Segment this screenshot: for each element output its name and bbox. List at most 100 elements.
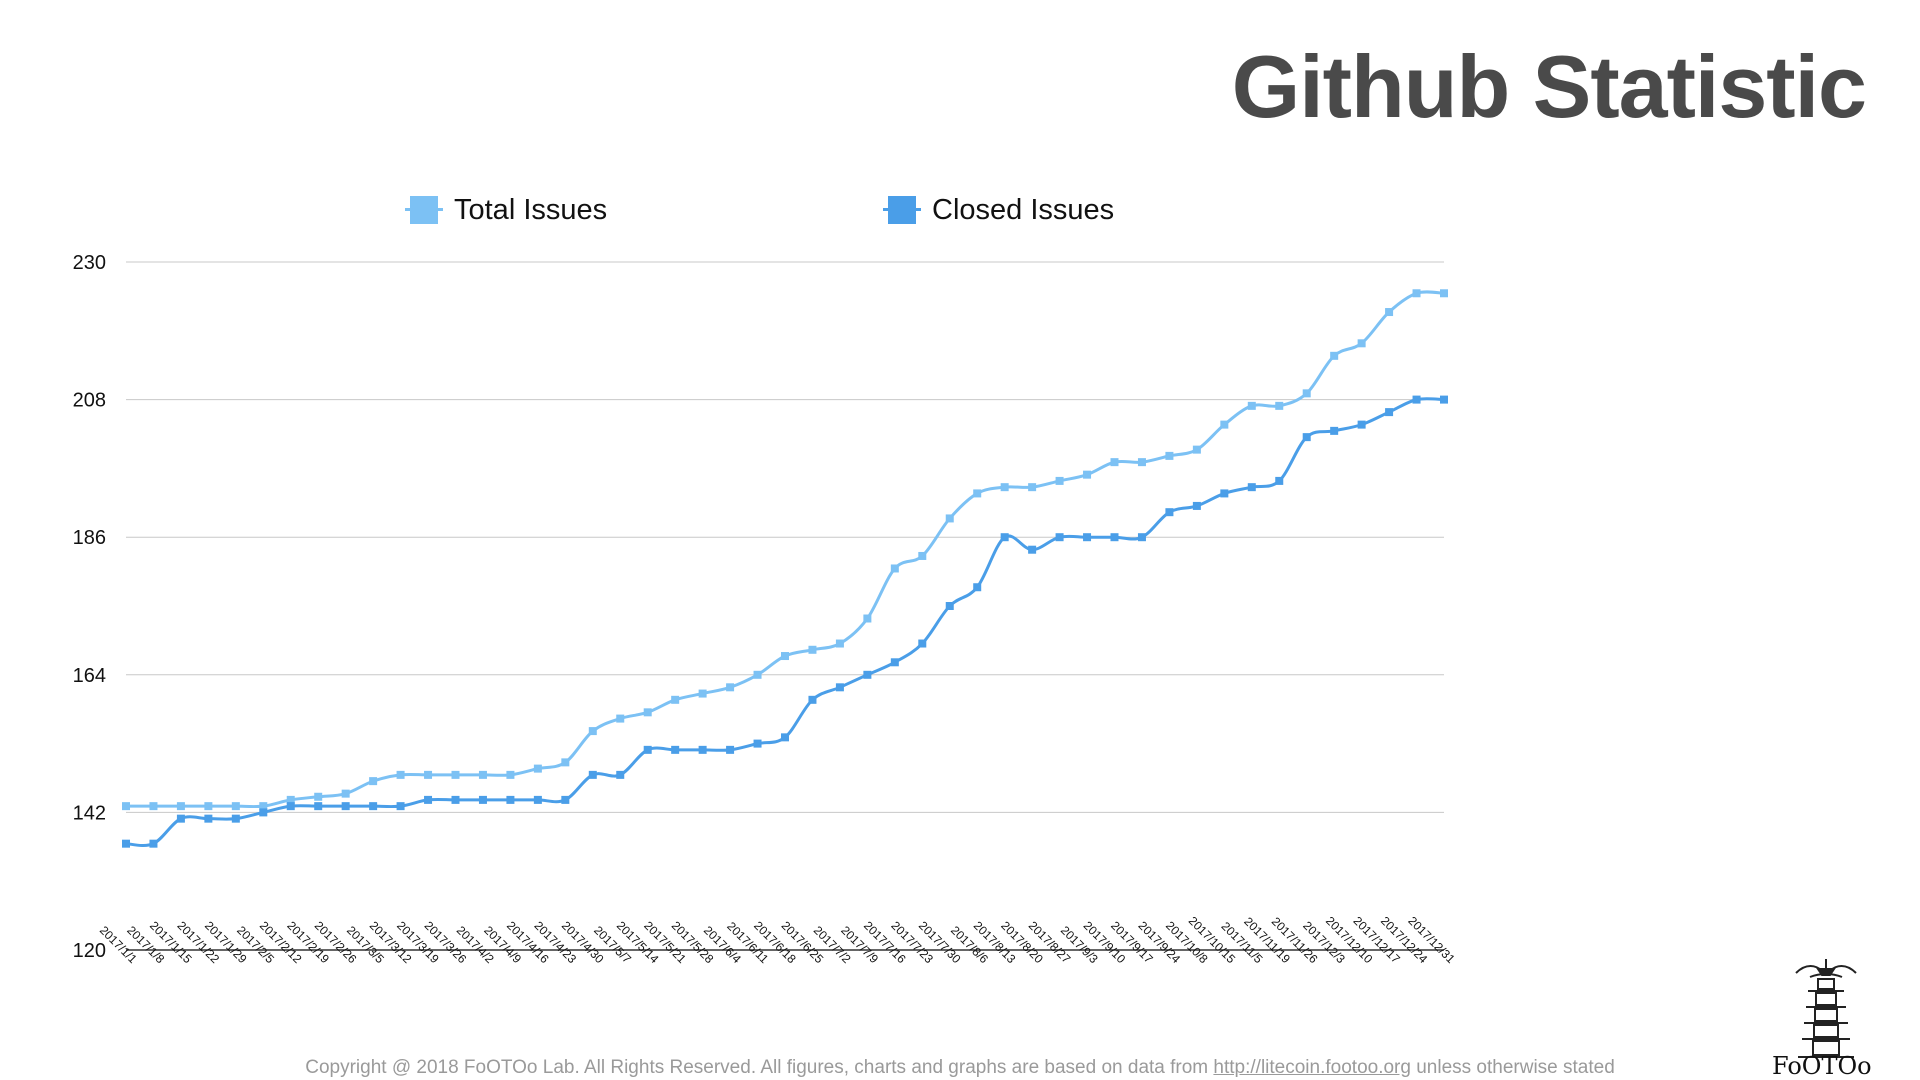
data-point-total-issues (149, 802, 158, 811)
data-point-total-issues (726, 683, 735, 692)
data-point-closed-issues (1000, 533, 1009, 542)
data-point-closed-issues (341, 802, 350, 811)
data-point-closed-issues (1083, 533, 1092, 542)
y-tick-label: 230 (73, 252, 106, 274)
data-point-closed-issues (314, 802, 323, 811)
series-line-total-issues (126, 290, 1445, 809)
data-point-total-issues (588, 727, 597, 736)
data-point-total-issues (1083, 470, 1092, 479)
data-point-total-issues (1385, 308, 1394, 317)
y-tick-label: 164 (73, 665, 106, 687)
data-point-closed-issues (259, 808, 268, 817)
legend-label-total-issues: Total Issues (454, 193, 608, 226)
data-point-closed-issues (863, 670, 872, 679)
data-point-closed-issues (424, 795, 433, 804)
data-point-closed-issues (918, 639, 927, 648)
data-point-total-issues (973, 489, 982, 498)
data-point-closed-issues (396, 802, 405, 811)
legend-item-closed-issues: Closed Issues (883, 192, 1115, 228)
y-tick-label: 186 (73, 527, 106, 549)
footer-source-link[interactable]: http://litecoin.footoo.org (1213, 1057, 1411, 1078)
data-point-closed-issues (122, 839, 130, 848)
data-point-closed-issues (1247, 483, 1256, 492)
data-point-closed-issues (1440, 395, 1448, 404)
data-point-closed-issues (533, 795, 542, 804)
footer-text-suffix: unless otherwise stated (1410, 1057, 1615, 1078)
data-point-total-issues (1055, 476, 1064, 485)
data-point-total-issues (781, 652, 789, 661)
data-point-closed-issues (286, 802, 295, 811)
data-point-total-issues (122, 802, 130, 811)
data-point-total-issues (478, 770, 487, 779)
data-point-total-issues (890, 564, 899, 573)
data-point-closed-issues (451, 795, 460, 804)
data-point-total-issues (1192, 445, 1201, 454)
data-point-total-issues (1028, 483, 1037, 492)
data-point-total-issues (863, 614, 872, 623)
data-point-total-issues (698, 689, 707, 698)
data-point-closed-issues (506, 795, 515, 804)
data-point-total-issues (506, 770, 515, 779)
data-point-closed-issues (753, 739, 762, 748)
data-point-total-issues (561, 758, 570, 767)
data-point-closed-issues (973, 583, 982, 592)
data-point-closed-issues (204, 814, 213, 823)
data-point-total-issues (1165, 451, 1174, 460)
data-point-total-issues (1275, 401, 1284, 410)
data-point-closed-issues (698, 745, 707, 754)
data-point-closed-issues (671, 745, 680, 754)
data-point-total-issues (1330, 351, 1339, 360)
data-point-total-issues (369, 777, 378, 786)
data-point-closed-issues (1192, 501, 1201, 510)
data-point-total-issues (176, 802, 185, 811)
data-point-closed-issues (1137, 533, 1146, 542)
data-point-total-issues (1440, 289, 1448, 298)
data-point-closed-issues (1302, 433, 1311, 442)
data-point-closed-issues (835, 683, 844, 692)
data-point-total-issues (204, 802, 213, 811)
logo-text: FoOTOo (1772, 1052, 1872, 1080)
data-point-total-issues (396, 770, 405, 779)
data-point-closed-issues (1055, 533, 1064, 542)
data-point-closed-issues (149, 839, 158, 848)
data-point-total-issues (231, 802, 240, 811)
footer-copyright: Copyright @ 2018 FoOTOo Lab. All Rights … (0, 1057, 1920, 1079)
data-point-total-issues (1137, 458, 1146, 467)
data-point-total-issues (643, 708, 652, 717)
data-point-closed-issues (1330, 426, 1339, 435)
data-point-total-issues (286, 795, 295, 804)
legend-swatch-total-issues (405, 196, 443, 224)
data-point-closed-issues (561, 795, 570, 804)
data-point-closed-issues (1357, 420, 1366, 429)
y-tick-label: 120 (73, 940, 106, 962)
data-point-total-issues (1357, 339, 1366, 348)
page-title: Github Statistic (1231, 37, 1867, 136)
data-point-total-issues (1110, 458, 1119, 467)
data-point-closed-issues (1385, 408, 1394, 417)
data-point-closed-issues (1412, 395, 1421, 404)
data-point-closed-issues (781, 733, 789, 742)
data-point-closed-issues (1165, 508, 1174, 517)
data-point-total-issues (808, 645, 817, 654)
data-point-total-issues (753, 670, 762, 679)
data-point-closed-issues (176, 814, 185, 823)
legend-label-closed-issues: Closed Issues (932, 193, 1115, 226)
data-point-total-issues (671, 695, 680, 704)
legend-item-total-issues: Total Issues (405, 192, 608, 228)
data-point-total-issues (945, 514, 954, 523)
data-point-total-issues (1220, 420, 1229, 429)
data-point-closed-issues (643, 745, 652, 754)
data-point-closed-issues (1110, 533, 1119, 542)
data-point-total-issues (1302, 389, 1311, 398)
data-point-closed-issues (726, 745, 735, 754)
data-point-closed-issues (369, 802, 378, 811)
y-tick-label: 208 (73, 390, 106, 412)
line-chart: 1201421641862082302017/1/12017/1/82017/1… (73, 252, 1458, 966)
data-point-closed-issues (616, 770, 625, 779)
legend-swatch-closed-issues (883, 196, 921, 224)
data-point-closed-issues (478, 795, 487, 804)
data-point-total-issues (1247, 401, 1256, 410)
data-point-total-issues (835, 639, 844, 648)
data-point-total-issues (424, 770, 433, 779)
data-point-total-issues (1412, 289, 1421, 298)
